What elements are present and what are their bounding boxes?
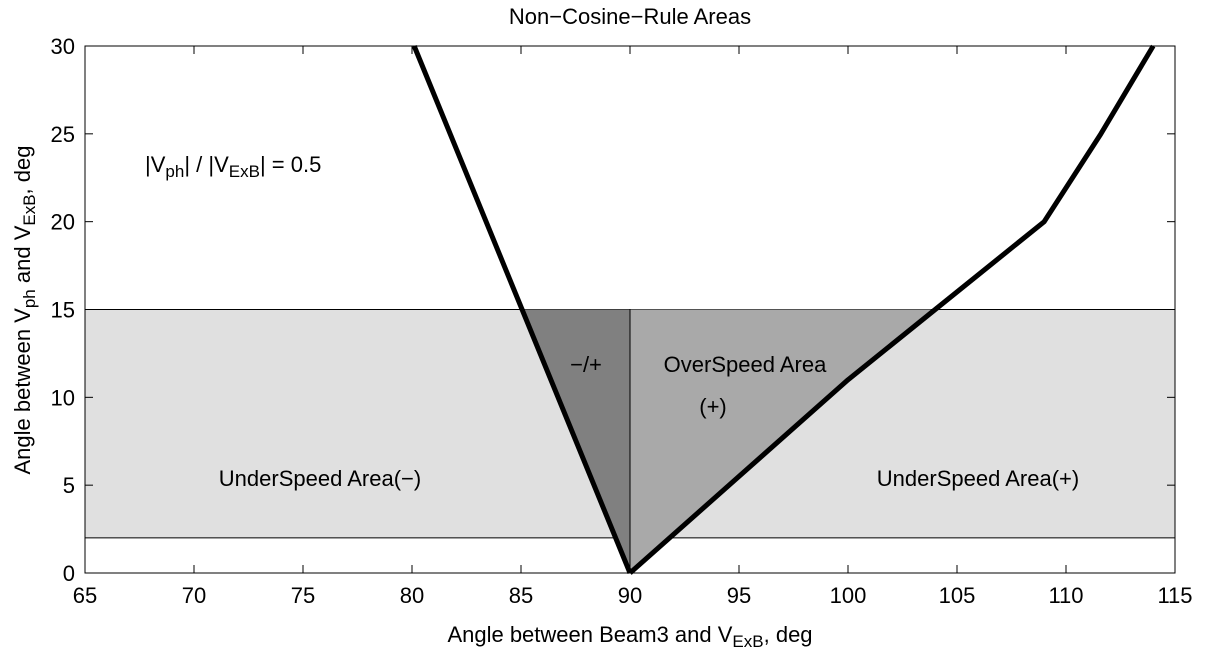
region-right bbox=[630, 309, 936, 573]
curve bbox=[628, 44, 1156, 575]
text-part: Angle between Beam3 and V bbox=[447, 622, 732, 647]
x-tick-label: 100 bbox=[830, 583, 867, 608]
y-tick-label: 0 bbox=[63, 561, 75, 586]
x-tick-label: 110 bbox=[1048, 583, 1083, 608]
subscript: ph bbox=[20, 289, 39, 308]
y-tick-label: 20 bbox=[51, 210, 75, 235]
annotation: UnderSpeed Area(+) bbox=[877, 466, 1079, 491]
text-part: UnderSpeed Area(−) bbox=[219, 466, 421, 491]
y-tick-label: 15 bbox=[51, 298, 75, 323]
x-tick-label: 90 bbox=[618, 583, 642, 608]
subscript: ExB bbox=[20, 194, 39, 225]
y-tick-label: 30 bbox=[51, 34, 75, 59]
subscript: ExB bbox=[732, 632, 763, 651]
text-part: | = 0.5 bbox=[260, 152, 321, 177]
annotation: −/+ bbox=[570, 352, 602, 377]
x-tick-label: 105 bbox=[939, 583, 976, 608]
text-part: | / |V bbox=[184, 152, 229, 177]
x-tick-label: 75 bbox=[291, 583, 315, 608]
curve bbox=[411, 45, 633, 574]
annotation: OverSpeed Area bbox=[664, 352, 827, 377]
x-tick-label: 70 bbox=[182, 583, 206, 608]
annotation: UnderSpeed Area(−) bbox=[219, 466, 421, 491]
x-tick-label: 85 bbox=[509, 583, 533, 608]
text-part: , deg bbox=[764, 622, 813, 647]
text-part: UnderSpeed Area(+) bbox=[877, 466, 1079, 491]
x-tick-label: 95 bbox=[727, 583, 751, 608]
text-part: Angle between V bbox=[10, 308, 35, 475]
x-tick-label: 115 bbox=[1157, 583, 1192, 608]
text-part: , deg bbox=[10, 146, 35, 195]
annotation: |Vph| / |VExB| = 0.5 bbox=[145, 152, 321, 181]
y-tick-label: 5 bbox=[63, 473, 75, 498]
y-tick-label: 10 bbox=[51, 385, 75, 410]
text-part: (+) bbox=[699, 394, 727, 419]
x-tick-label: 80 bbox=[400, 583, 424, 608]
subscript: ExB bbox=[229, 162, 260, 181]
x-axis-label: Angle between Beam3 and VExB, deg bbox=[447, 622, 812, 651]
x-tick-label: 65 bbox=[73, 583, 97, 608]
text-part: −/+ bbox=[570, 352, 602, 377]
subscript: ph bbox=[165, 162, 184, 181]
chart-title: Non−Cosine−Rule Areas bbox=[509, 4, 751, 29]
text-part: OverSpeed Area bbox=[664, 352, 827, 377]
text-part: and V bbox=[10, 225, 35, 289]
y-tick-label: 25 bbox=[51, 122, 75, 147]
y-axis-label: Angle between Vph and VExB, deg bbox=[10, 146, 39, 475]
text-part: |V bbox=[145, 152, 166, 177]
annotation: (+) bbox=[699, 394, 727, 419]
